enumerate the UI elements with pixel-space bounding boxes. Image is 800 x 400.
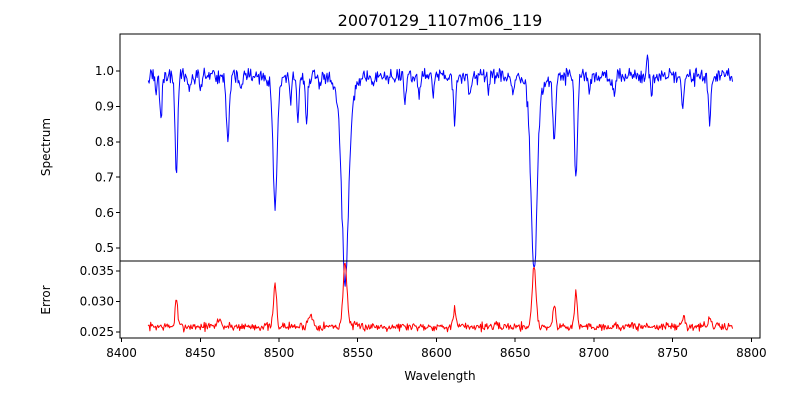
spectrum-y-tick-label: 0.9 [95, 100, 114, 114]
x-tick-label: 8500 [264, 346, 295, 360]
error-plot-area [119, 260, 761, 339]
error-y-tick-label: 0.035 [80, 264, 114, 278]
x-tick-label: 8750 [657, 346, 688, 360]
x-tick-label: 8600 [421, 346, 452, 360]
spectrum-y-axis-label: Spectrum [39, 118, 53, 176]
error-y-axis-label: Error [39, 285, 53, 314]
x-tick-label: 8700 [579, 346, 610, 360]
spectrum-y-tick-label: 0.7 [95, 170, 114, 184]
x-tick-label: 8550 [342, 346, 373, 360]
error-y-tick-label: 0.030 [80, 295, 114, 309]
spectrum-y-tick-label: 0.6 [95, 206, 114, 220]
spectrum-plot-area [119, 33, 761, 262]
spectrum-line [147, 54, 733, 287]
x-tick-label: 8800 [736, 346, 767, 360]
error-y-tick-label: 0.025 [80, 325, 114, 339]
x-tick-label: 8450 [185, 346, 216, 360]
spectrum-y-tick-label: 0.5 [95, 241, 114, 255]
chart-title: 20070129_1107m06_119 [338, 11, 543, 31]
plot-panels: 1.0 0.9 0.8 0.7 0.6 0.5 0.035 0.030 0.025 8400 845… [80, 33, 767, 360]
error-line [147, 262, 733, 333]
x-tick-label: 8400 [106, 346, 137, 360]
spectrum-y-tick-label: 0.8 [95, 135, 114, 149]
spectrum-y-tick-label: 1.0 [95, 64, 114, 78]
x-axis-label: Wavelength [404, 369, 475, 383]
x-tick-label: 8650 [500, 346, 531, 360]
